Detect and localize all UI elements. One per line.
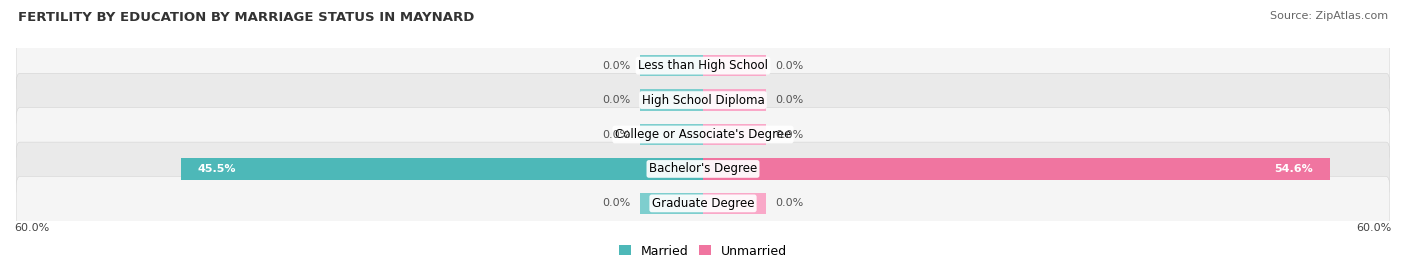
Text: High School Diploma: High School Diploma: [641, 94, 765, 107]
Bar: [640, 89, 703, 111]
Text: Graduate Degree: Graduate Degree: [652, 197, 754, 210]
Bar: [703, 55, 766, 76]
Text: 45.5%: 45.5%: [198, 164, 236, 174]
Legend: Married, Unmarried: Married, Unmarried: [613, 239, 793, 263]
FancyBboxPatch shape: [17, 39, 1389, 93]
Text: FERTILITY BY EDUCATION BY MARRIAGE STATUS IN MAYNARD: FERTILITY BY EDUCATION BY MARRIAGE STATU…: [18, 11, 475, 24]
Text: Source: ZipAtlas.com: Source: ZipAtlas.com: [1270, 11, 1388, 21]
Text: 60.0%: 60.0%: [14, 223, 49, 233]
Bar: [703, 193, 766, 214]
Text: College or Associate's Degree: College or Associate's Degree: [614, 128, 792, 141]
FancyBboxPatch shape: [17, 73, 1389, 127]
Text: 0.0%: 0.0%: [775, 198, 804, 208]
Text: 60.0%: 60.0%: [1357, 223, 1392, 233]
Bar: [703, 89, 766, 111]
Text: 54.6%: 54.6%: [1274, 164, 1313, 174]
Text: Bachelor's Degree: Bachelor's Degree: [650, 162, 756, 175]
Text: 0.0%: 0.0%: [602, 129, 631, 140]
Bar: [640, 124, 703, 145]
Bar: [703, 158, 1330, 180]
FancyBboxPatch shape: [17, 108, 1389, 161]
Text: 0.0%: 0.0%: [775, 95, 804, 105]
Text: 0.0%: 0.0%: [602, 95, 631, 105]
FancyBboxPatch shape: [17, 142, 1389, 196]
Text: 0.0%: 0.0%: [775, 129, 804, 140]
FancyBboxPatch shape: [17, 176, 1389, 230]
Text: Less than High School: Less than High School: [638, 59, 768, 72]
Text: 0.0%: 0.0%: [775, 61, 804, 71]
Bar: [640, 193, 703, 214]
Bar: [703, 124, 766, 145]
Bar: [180, 158, 703, 180]
Text: 0.0%: 0.0%: [602, 198, 631, 208]
Text: 0.0%: 0.0%: [602, 61, 631, 71]
Bar: [640, 55, 703, 76]
